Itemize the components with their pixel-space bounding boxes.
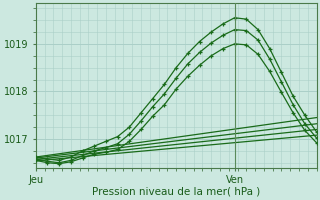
X-axis label: Pression niveau de la mer( hPa ): Pression niveau de la mer( hPa ) — [92, 187, 260, 197]
